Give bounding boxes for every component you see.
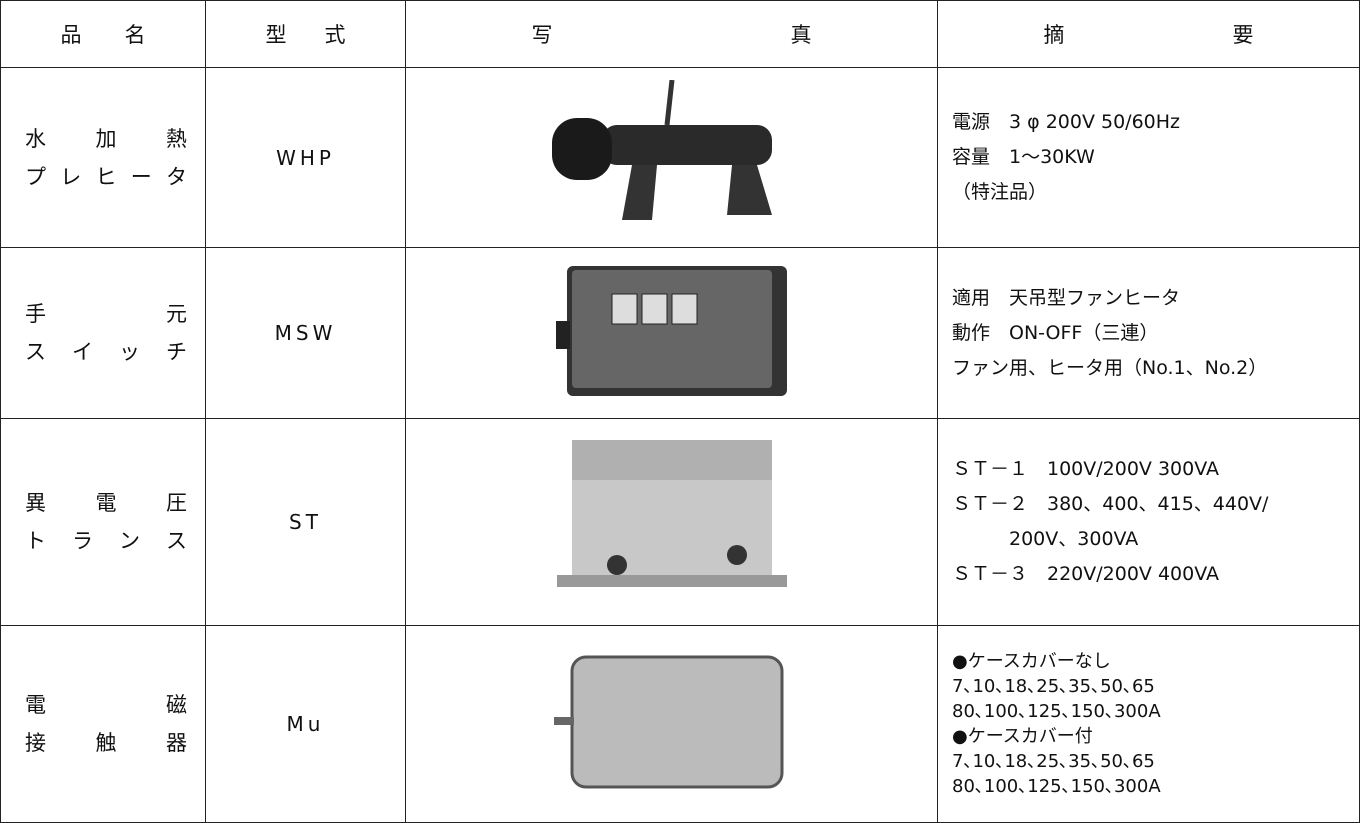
name-cell: 電 磁接 触 器	[0, 625, 206, 823]
product-name: 電 磁	[25, 693, 187, 717]
summary-line: ＳＴ－３ 220V/200V 400VA	[952, 563, 1220, 585]
header-cell: 摘 要	[937, 0, 1360, 68]
product-name: 異 電 圧	[25, 491, 187, 515]
name-cell: 手 元ス イ ッ チ	[0, 247, 206, 419]
header-text: 摘 要	[1043, 23, 1254, 47]
product-name: プ レ ヒ ー タ	[25, 164, 187, 189]
switch-photo	[555, 265, 787, 396]
transformer-photo	[556, 439, 787, 587]
model-cell: Mu	[205, 625, 406, 823]
summary-line: ●ケースカバー付	[952, 726, 1093, 747]
product-name: ト ラ ン ス	[25, 529, 187, 553]
summary-line: 電源 3 φ 200V 50/60Hz	[952, 111, 1181, 133]
row: 電 磁接 触 器 Mu ●ケースカバーなし 7､10､18､25､35､50､65 8…	[0, 625, 1360, 823]
name-cell: 水 加 熱プ レ ヒ ー タ	[0, 67, 206, 248]
name-cell: 異 電 圧ト ラ ン ス	[0, 418, 206, 626]
contactor-photo	[553, 655, 783, 788]
summary-line: ファン用、ヒータ用（No.1、No.2）	[952, 356, 1268, 379]
summary-line: ●ケースカバーなし	[952, 651, 1111, 672]
photo-cell	[405, 418, 938, 626]
summary-line: （特注品）	[952, 181, 1048, 203]
header-row: 品 名 型 式 写 真 摘 要	[0, 0, 1360, 68]
header-text: 品 名	[60, 23, 146, 47]
row: 水 加 熱プ レ ヒ ー タ WHP 電源 3 φ 200V 50/60Hz 容量 …	[0, 67, 1360, 248]
model-cell: WHP	[205, 67, 406, 248]
summary-line: 80､100､125､150､300A	[952, 701, 1161, 722]
model-cell: MSW	[205, 247, 406, 419]
summary-line: 7､10､18､25､35､50､65	[952, 676, 1155, 697]
summary-line: ＳＴ－１ 100V/200V 300VA	[952, 458, 1220, 480]
header-text: 型 式	[265, 23, 346, 47]
summary-cell: 電源 3 φ 200V 50/60Hz 容量 1～30KW （特注品）	[937, 67, 1360, 248]
product-name: 水 加 熱	[25, 126, 187, 151]
summary-line: 80､100､125､150､300A	[952, 776, 1161, 797]
header-cell: 品 名	[0, 0, 206, 68]
header-cell: 型 式	[205, 0, 406, 68]
heater-photo	[551, 79, 772, 220]
header-cell: 写 真	[405, 0, 938, 68]
photo-cell	[405, 247, 938, 419]
summary-cell: ＳＴ－１ 100V/200V 300VA ＳＴ－２ 380、400、415、440…	[937, 418, 1360, 626]
product-name: ス イ ッ チ	[25, 340, 187, 364]
header-text: 写 真	[531, 23, 812, 47]
summary-line: 200V、300VA	[952, 528, 1139, 550]
summary-line: 容量 1～30KW	[952, 146, 1095, 168]
summary-line: 適用 天吊型ファンヒータ	[952, 286, 1181, 309]
row: 手 元ス イ ッ チ MSW 適用 天吊型ファンヒータ 動作 ON-OFF（三連）フ…	[0, 247, 1360, 419]
row: 異 電 圧ト ラ ン ス ST ＳＴ－１ 100V/200V 300VA ＳＴ－２ …	[0, 418, 1360, 626]
summary-line: 7､10､18､25､35､50､65	[952, 751, 1155, 772]
product-name: 接 触 器	[25, 731, 187, 755]
summary-line: 動作 ON-OFF（三連）	[952, 321, 1159, 344]
model-cell: ST	[205, 418, 406, 626]
summary-cell: ●ケースカバーなし 7､10､18､25､35､50､65 80､100､125､1…	[937, 625, 1360, 823]
summary-cell: 適用 天吊型ファンヒータ 動作 ON-OFF（三連） ファン用、ヒータ用（No.1、…	[937, 247, 1360, 419]
photo-cell	[405, 625, 938, 823]
summary-line: ＳＴ－２ 380、400、415、440V/	[952, 493, 1269, 515]
photo-cell	[405, 67, 938, 248]
product-name: 手 元	[25, 302, 187, 326]
